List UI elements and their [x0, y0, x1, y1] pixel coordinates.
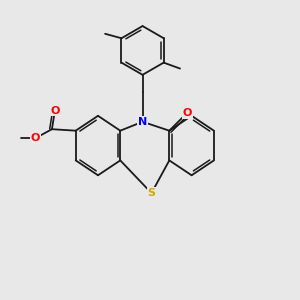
Text: O: O [182, 108, 192, 118]
Text: O: O [50, 106, 60, 116]
Text: O: O [31, 133, 40, 143]
Text: S: S [148, 188, 155, 198]
Text: N: N [138, 117, 147, 127]
